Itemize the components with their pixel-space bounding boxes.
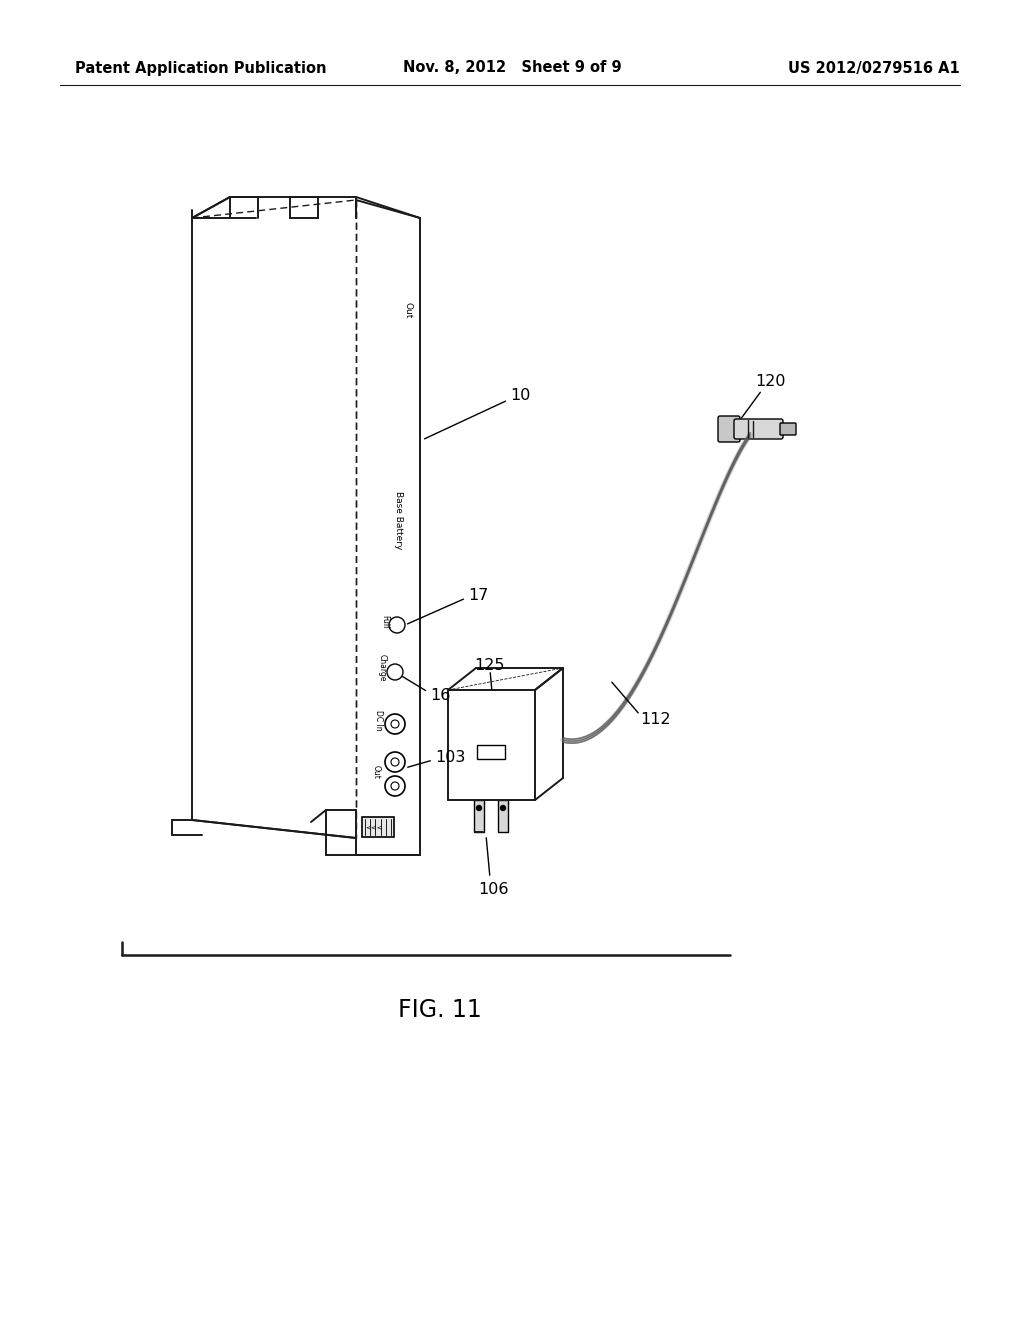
Text: Out: Out (403, 302, 413, 318)
Bar (498, 800, 508, 832)
FancyBboxPatch shape (718, 416, 740, 442)
Text: Nov. 8, 2012   Sheet 9 of 9: Nov. 8, 2012 Sheet 9 of 9 (402, 61, 622, 75)
Circle shape (476, 805, 481, 810)
Text: DC In: DC In (374, 710, 383, 730)
Text: Patent Application Publication: Patent Application Publication (75, 61, 327, 75)
Bar (474, 800, 484, 832)
Text: 103: 103 (435, 751, 465, 766)
Text: 17: 17 (468, 587, 488, 602)
FancyBboxPatch shape (734, 418, 783, 440)
Text: 10: 10 (510, 388, 530, 403)
Text: 120: 120 (755, 375, 785, 389)
Text: 16: 16 (430, 688, 451, 702)
FancyBboxPatch shape (780, 422, 796, 436)
Circle shape (501, 805, 506, 810)
Text: US 2012/0279516 A1: US 2012/0279516 A1 (788, 61, 961, 75)
Text: FIG. 11: FIG. 11 (398, 998, 482, 1022)
Text: Charge: Charge (378, 655, 387, 681)
Bar (362, 817, 394, 837)
Text: 125: 125 (475, 657, 505, 672)
Text: Out: Out (372, 766, 381, 779)
Text: 106: 106 (478, 883, 508, 898)
Text: Full: Full (380, 615, 389, 628)
Text: Base Battery: Base Battery (393, 491, 402, 549)
Text: 112: 112 (640, 713, 671, 727)
Bar (477, 744, 505, 759)
Text: <<<: <<< (366, 824, 383, 830)
